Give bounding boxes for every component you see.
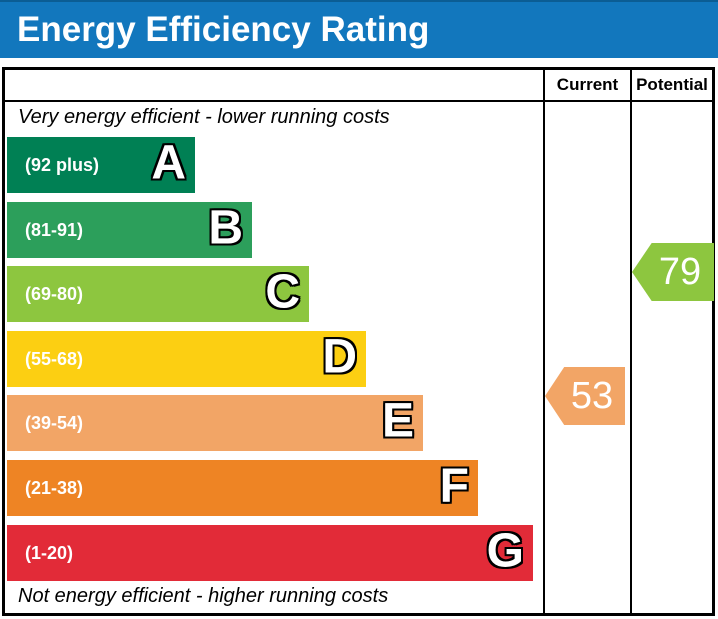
band-d: (55-68) D bbox=[7, 331, 366, 387]
top-note: Very energy efficient - lower running co… bbox=[18, 106, 390, 128]
band-letter: D bbox=[321, 330, 358, 384]
band-letter: G bbox=[485, 524, 525, 578]
current-column-divider bbox=[543, 70, 545, 613]
band-a: (92 plus) A bbox=[7, 137, 195, 193]
band-range-label: (81-91) bbox=[25, 219, 84, 240]
band-range-label: (39-54) bbox=[25, 412, 84, 433]
band-letter: A bbox=[150, 136, 187, 190]
band-range-label: (92 plus) bbox=[25, 154, 100, 175]
band-f: (21-38) F bbox=[7, 460, 478, 516]
band-b: (81-91) B bbox=[7, 202, 252, 258]
current-rating-arrow: 53 bbox=[545, 367, 625, 425]
potential-column-header: Potential bbox=[636, 75, 708, 94]
band-letter: E bbox=[381, 394, 416, 448]
band-range-label: (55-68) bbox=[25, 348, 84, 369]
current-column-header: Current bbox=[556, 75, 619, 94]
bands-container: (92 plus) A (81-91) B (69-80) C (55-68) D (39-54… bbox=[7, 137, 543, 583]
band-letter: B bbox=[207, 201, 244, 255]
band-e: (39-54) E bbox=[7, 395, 423, 451]
table-header-row: Current Potential bbox=[5, 70, 712, 102]
band-range-label: (69-80) bbox=[25, 283, 84, 304]
title-bar: Energy Efficiency Rating bbox=[0, 0, 718, 58]
potential-column-divider bbox=[630, 70, 632, 613]
band-c: (69-80) C bbox=[7, 266, 309, 322]
potential-rating-arrow: 79 bbox=[632, 243, 714, 301]
potential-rating-value: 79 bbox=[658, 250, 702, 293]
page-title: Energy Efficiency Rating bbox=[17, 10, 430, 49]
band-letter: F bbox=[438, 459, 470, 513]
rating-table: Current Potential Very energy efficient … bbox=[2, 67, 715, 616]
current-rating-value: 53 bbox=[570, 374, 614, 417]
bottom-note: Not energy efficient - higher running co… bbox=[18, 585, 389, 607]
band-g: (1-20) G bbox=[7, 525, 533, 581]
band-letter: C bbox=[264, 265, 301, 319]
band-range-label: (21-38) bbox=[25, 477, 84, 498]
band-range-label: (1-20) bbox=[25, 542, 74, 563]
